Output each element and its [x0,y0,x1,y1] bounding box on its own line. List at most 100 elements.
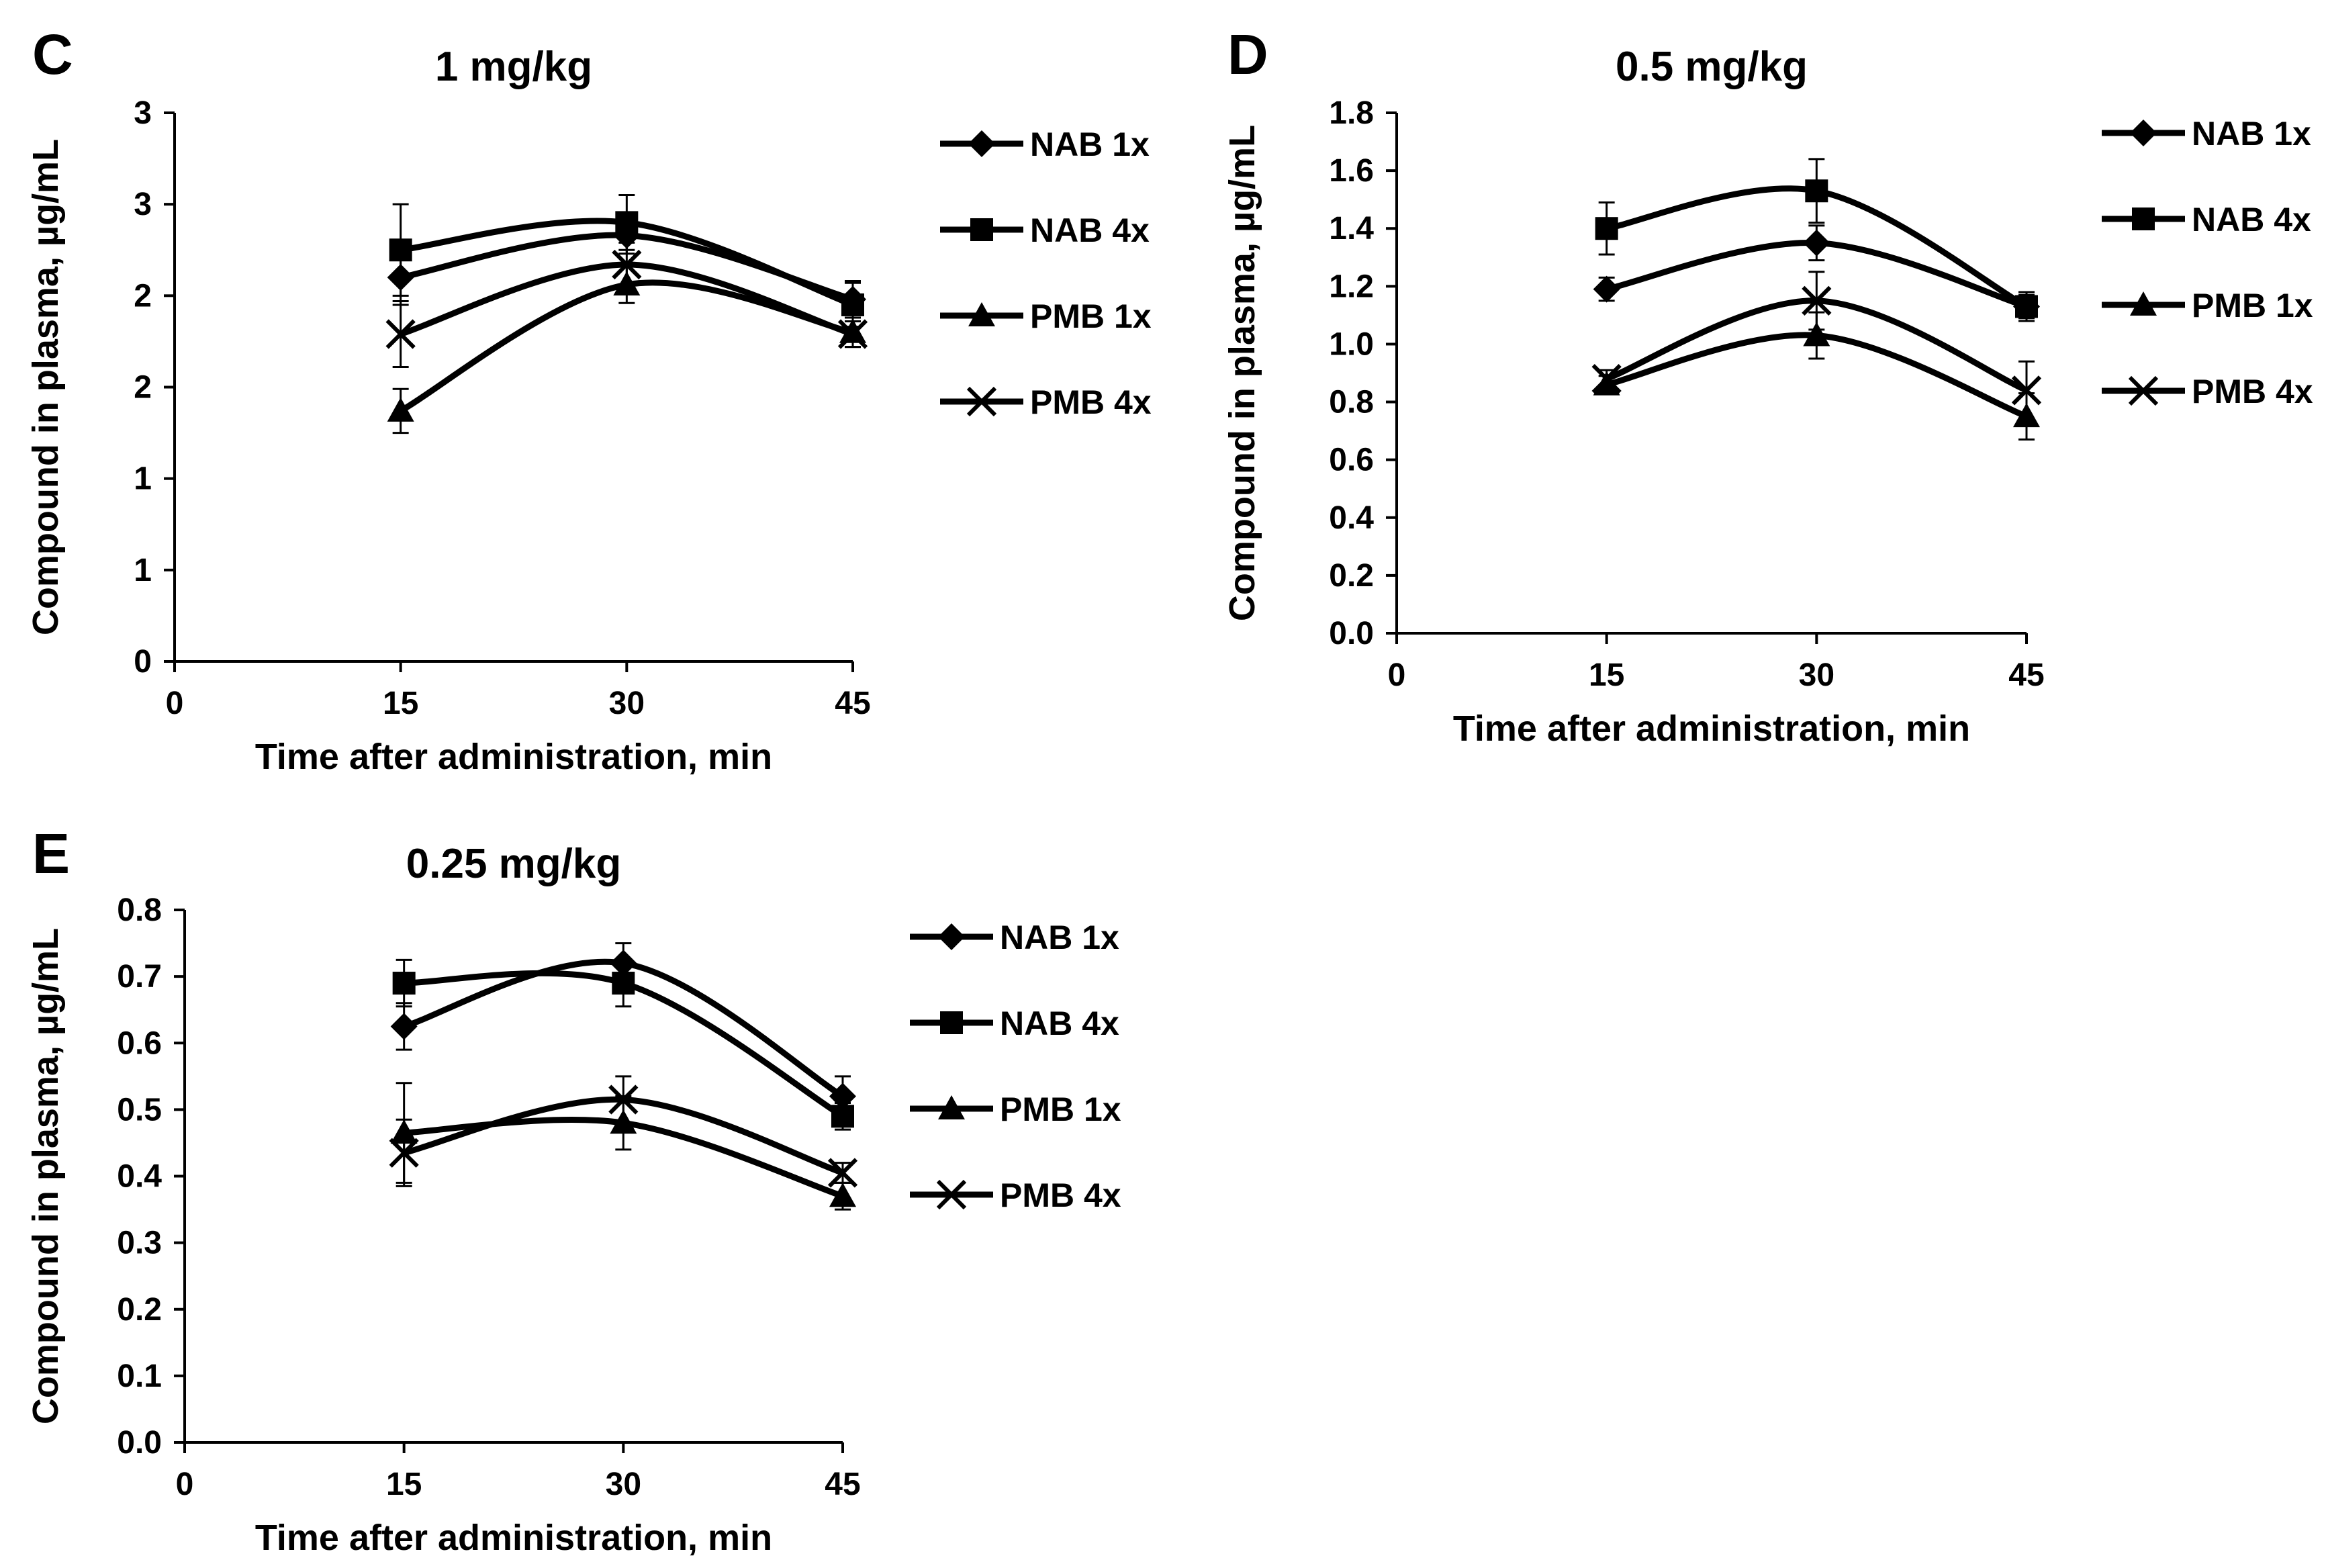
data-point [1805,179,1828,203]
y-axis-label: Compound in plasma, µg/mL [26,928,66,1424]
chart-title: 0.25 mg/kg [406,841,621,887]
y-tick-label: 0.1 [117,1358,162,1394]
y-tick-label: 3 [134,95,152,131]
data-point [827,1158,858,1188]
x-axis-label: Time after administration, min [255,737,772,777]
y-tick-label: 0.2 [117,1292,162,1328]
legend-item: PMB 4x [940,383,1152,421]
x-tick-label: 15 [1589,657,1624,693]
legend-item: NAB 1x [940,126,1150,163]
data-point [387,397,414,422]
legend-label: PMB 4x [2192,373,2313,410]
y-tick-label: 1.6 [1329,153,1374,189]
data-point [612,249,642,280]
legend-marker [936,1179,967,1210]
series-pmb-4x [1591,271,2042,420]
legend-label: NAB 4x [1030,212,1150,249]
x-tick-label: 45 [835,686,870,721]
y-tick-label: 1.4 [1329,211,1374,246]
legend-item: PMB 1x [910,1091,1121,1128]
legend-marker [940,1011,963,1034]
legend-marker [2130,291,2157,316]
data-point-stroke-b [389,1138,419,1168]
legend-marker [968,302,995,326]
panel-letter: C [32,23,73,86]
data-point-stroke-b [1802,285,1832,316]
series-pmb-1x [1593,311,2040,441]
y-axis-label: Compound in plasma, µg/mL [26,139,66,635]
chart-panel-d: D 0.5 mg/kg 0.0 0.2 0.4 0.6 0.8 1.0 1.2 1.4 1.6 1.8… [1222,23,2313,749]
y-tick-label: 1.0 [1329,326,1374,362]
y-tick-label: 0.0 [1329,616,1374,651]
data-point-stroke-b [385,319,416,349]
x-axis-label: Time after administration, min [255,1518,772,1558]
legend-item: NAB 1x [910,919,1119,956]
legend-marker [968,130,995,157]
data-point-stroke-b [837,319,868,349]
data-point [831,1105,854,1128]
legend-label: NAB 1x [1030,126,1150,163]
data-point [1803,229,1830,257]
legend-label: PMB 4x [1030,383,1152,421]
x-tick-label: 0 [166,686,184,721]
y-tick-label: 0.2 [1329,558,1374,594]
data-point [389,238,412,262]
y-tick-label: 0.4 [117,1159,162,1195]
legend-label: PMB 1x [2192,287,2313,324]
legend-marker-stroke-b [2128,375,2159,406]
legend-label: NAB 1x [1000,919,1119,956]
data-point [1593,275,1620,303]
legend-marker [966,386,997,417]
y-tick-label: 1.8 [1329,95,1374,131]
series-pmb-1x [387,265,866,434]
x-tick-label: 15 [383,686,418,721]
legend-label: PMB 1x [1030,297,1152,335]
legend-label: PMB 4x [1000,1177,1121,1214]
legend-item: PMB 1x [940,297,1152,335]
data-point [389,1138,419,1168]
data-point [829,1183,856,1207]
legend-marker [2130,120,2157,146]
y-tick-label: 0.6 [117,1025,162,1061]
x-tick-label: 30 [1799,657,1834,693]
legend-marker [2132,207,2155,230]
legend-item: NAB 4x [910,1005,1119,1042]
data-point-stroke-b [2011,375,2042,406]
data-point-stroke-b [827,1158,858,1188]
data-point [1591,363,1622,394]
legend-marker [2128,375,2159,406]
y-tick-label: 0.3 [117,1226,162,1261]
data-point [1595,217,1618,240]
legend-marker [938,1095,965,1119]
data-point [2015,295,2038,318]
y-tick-label: 0.8 [117,892,162,928]
y-axis-label: Compound in plasma, µg/mL [1222,125,1262,621]
legend-item: NAB 4x [2102,201,2311,238]
y-tick-label: 1 [134,461,152,497]
series-nab-4x [1595,158,2038,322]
y-tick-label: 1 [134,553,152,588]
legend-item: PMB 4x [910,1177,1121,1214]
legend-marker-stroke-b [936,1179,967,1210]
y-tick-label: 2 [134,278,152,314]
data-point-stroke-b [612,249,642,280]
data-point [608,1085,639,1115]
legend-marker-stroke-b [966,386,997,417]
data-point [1803,322,1830,347]
y-tick-label: 0.6 [1329,443,1374,478]
chart-panel-e: E 0.25 mg/kg 0.0 0.1 0.2 0.3 0.4 0.5 0.6 0.7 0.8 0 1… [26,822,1121,1558]
series-pmb-4x [389,1075,858,1188]
x-tick-label: 0 [176,1467,194,1502]
y-tick-label: 1.2 [1329,269,1374,304]
data-point [837,319,868,349]
y-tick-label: 3 [134,187,152,222]
y-tick-label: 0.5 [117,1092,162,1127]
panel-letter: E [32,822,70,885]
y-tick-label: 2 [134,370,152,406]
legend-label: NAB 4x [1000,1005,1119,1042]
data-point [1802,285,1832,316]
chart-title: 0.5 mg/kg [1616,44,1808,90]
legend-marker [970,218,993,241]
y-tick-label: 0 [134,644,152,680]
